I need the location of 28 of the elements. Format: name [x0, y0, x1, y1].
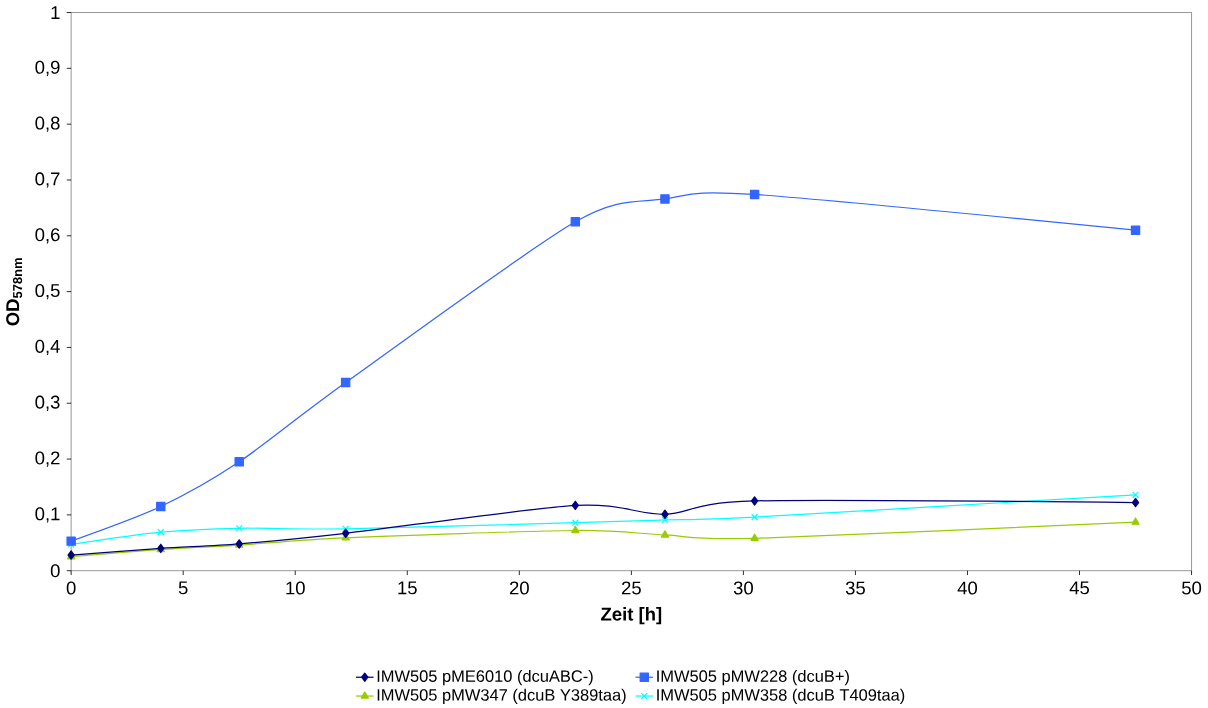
legend-label: IMW505 pMW358 (dcuB T409taa)	[657, 688, 905, 705]
y-tick-label: 0,6	[35, 228, 60, 244]
x-tick-label: 50	[1182, 581, 1202, 595]
x-tick-label: 30	[733, 581, 753, 595]
y-tick-label: 0,2	[35, 451, 60, 467]
x-tick-label: 15	[398, 581, 417, 595]
legend-label: IMW505 pMW347 (dcuB Y389taa)	[377, 688, 626, 705]
x-tick-label: 10	[286, 581, 305, 595]
x-tick-label: 20	[509, 581, 529, 595]
x-tick-label: 40	[957, 581, 978, 595]
y-axis-title: OD$_{578nm}$	[6, 258, 23, 326]
y-tick-label: 0,1	[35, 507, 60, 523]
y-tick-label: 0,9	[35, 60, 60, 77]
legend-label: IMW505 pMW228 (dcuB+)	[657, 670, 849, 686]
y-tick-label: 1	[51, 6, 60, 20]
y-tick-label: 0,5	[35, 284, 60, 300]
y-tick-label: 0,4	[35, 340, 60, 356]
x-axis-title: Zeit [h]	[601, 607, 662, 625]
y-tick-label: 0,3	[35, 395, 60, 412]
legend-label: IMW505 pME6010 (dcuABC-)	[377, 670, 593, 686]
y-tick-label: 0,8	[35, 116, 60, 133]
x-tick-label: 5	[178, 581, 188, 595]
y-tick-label: 0,7	[35, 172, 60, 188]
x-tick-label: 35	[845, 581, 865, 595]
x-tick-label: 45	[1069, 581, 1090, 595]
y-tick-label: 0	[50, 564, 60, 578]
x-tick-label: 0	[66, 581, 76, 595]
x-tick-label: 25	[622, 581, 641, 595]
